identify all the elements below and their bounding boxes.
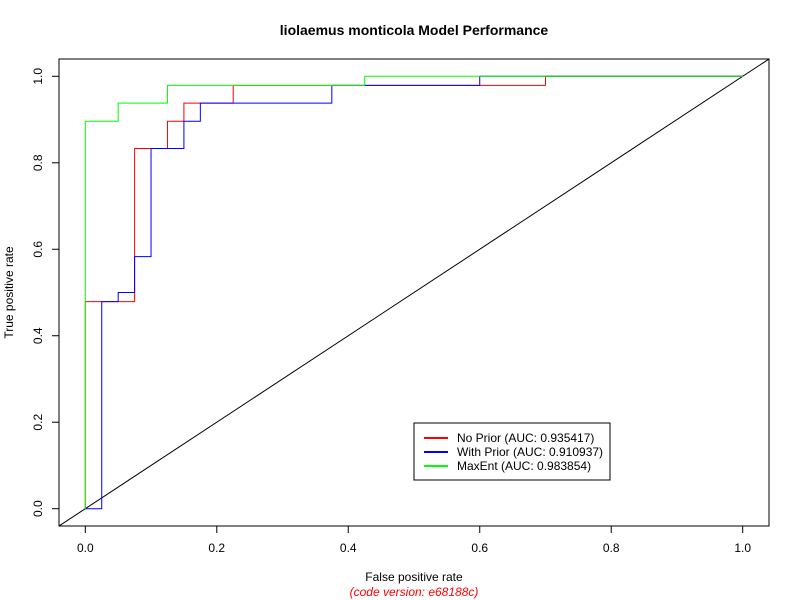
chart-title: liolaemus monticola Model Performance bbox=[280, 22, 549, 38]
y-tick-label: 0.8 bbox=[31, 154, 45, 171]
y-tick-label: 1.0 bbox=[31, 68, 45, 85]
x-tick-label: 0.4 bbox=[340, 541, 357, 555]
code-version-label: (code version: e68188c) bbox=[350, 585, 479, 599]
x-axis: 0.0 0.2 0.4 0.6 0.8 1.0 bbox=[77, 525, 751, 555]
y-axis-label: True positive rate bbox=[2, 246, 16, 339]
series-no-prior-line bbox=[84, 75, 743, 509]
diagonal-reference-line bbox=[59, 59, 769, 526]
y-tick-label: 0.0 bbox=[31, 500, 45, 517]
y-axis: 0.0 0.2 0.4 0.6 0.8 1.0 bbox=[31, 68, 60, 517]
legend: No Prior (AUC: 0.935417) With Prior (AUC… bbox=[413, 422, 611, 481]
x-axis-label: False positive rate bbox=[365, 570, 463, 584]
legend-label-no-prior: No Prior (AUC: 0.935417) bbox=[457, 431, 594, 445]
x-tick-label: 0.6 bbox=[471, 541, 488, 555]
y-tick-label: 0.4 bbox=[31, 327, 45, 344]
series-maxent-line bbox=[84, 75, 743, 509]
x-tick-label: 0.8 bbox=[603, 541, 620, 555]
x-tick-label: 1.0 bbox=[734, 541, 751, 555]
legend-label-maxent: MaxEnt (AUC: 0.983854) bbox=[457, 459, 591, 473]
x-tick-label: 0.0 bbox=[77, 541, 94, 555]
x-tick-label: 0.2 bbox=[208, 541, 225, 555]
legend-label-with-prior: With Prior (AUC: 0.910937) bbox=[457, 445, 603, 459]
series-layer bbox=[59, 59, 769, 526]
y-tick-label: 0.6 bbox=[31, 241, 45, 258]
y-tick-label: 0.2 bbox=[31, 414, 45, 431]
